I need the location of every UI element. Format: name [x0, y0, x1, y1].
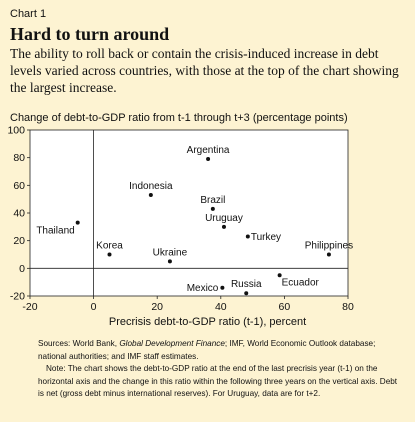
y-tick-label: 20 — [13, 235, 25, 247]
x-tick-label: 80 — [342, 301, 354, 313]
data-point — [277, 273, 282, 278]
data-point — [206, 157, 211, 162]
chart-number-label: Chart 1 — [10, 8, 47, 20]
y-axis-label: Change of debt-to-GDP ratio from t-1 thr… — [10, 112, 348, 124]
note-text: Note: The chart shows the debt-to-GDP ra… — [38, 364, 398, 398]
sources-italic: Global Development Finance — [119, 339, 225, 348]
sources-prefix: Sources: World Bank, — [38, 339, 120, 348]
point-label: Brazil — [200, 195, 225, 206]
point-label: Ukraine — [153, 247, 188, 258]
point-label: Argentina — [187, 145, 230, 156]
data-point — [244, 291, 249, 296]
point-label: Mexico — [187, 283, 219, 294]
y-tick-label: -20 — [10, 291, 25, 303]
data-point — [167, 259, 172, 264]
data-point — [148, 193, 153, 198]
point-label: Thailand — [36, 226, 74, 237]
chart-subtitle: The ability to roll back or contain the … — [10, 46, 399, 95]
x-tick-label: 0 — [91, 301, 97, 313]
sources-text: Sources: World Bank, Global Development … — [38, 338, 400, 363]
x-tick-label: 40 — [215, 301, 227, 313]
data-point — [326, 252, 331, 257]
y-tick-label: 60 — [13, 180, 25, 192]
data-point — [75, 220, 80, 225]
y-tick-label: 40 — [13, 208, 25, 220]
x-axis-label: Precrisis debt-to-GDP ratio (t-1), perce… — [108, 316, 307, 328]
scatter-chart: -20 0 20 40 60 80 100 -20 0 20 40 60 80 Argentina Indo… — [7, 125, 354, 314]
y-tick-label: 100 — [7, 125, 25, 137]
data-point — [221, 224, 226, 229]
point-label: Turkey — [251, 232, 281, 243]
data-point — [210, 206, 215, 211]
data-point — [245, 234, 250, 239]
point-label: Korea — [96, 241, 123, 252]
sources-suffix: ; IMF, World Economic Outlook database; … — [38, 339, 376, 361]
y-tick-label: 80 — [13, 152, 25, 164]
point-label: Russia — [231, 279, 262, 290]
chart-title: Hard to turn around — [10, 24, 170, 44]
data-point — [107, 252, 112, 257]
point-label: Ecuador — [282, 277, 320, 288]
point-label: Philippines — [305, 241, 353, 252]
x-tick-label: 20 — [151, 301, 163, 313]
y-tick-label: 0 — [19, 263, 25, 275]
point-label: Uruguay — [205, 213, 243, 224]
data-point — [220, 285, 225, 290]
x-tick-label: 60 — [279, 301, 291, 313]
x-tick-label: -20 — [22, 301, 37, 313]
point-label: Indonesia — [129, 181, 173, 192]
notes-block: Sources: World Bank, Global Development … — [38, 338, 400, 401]
